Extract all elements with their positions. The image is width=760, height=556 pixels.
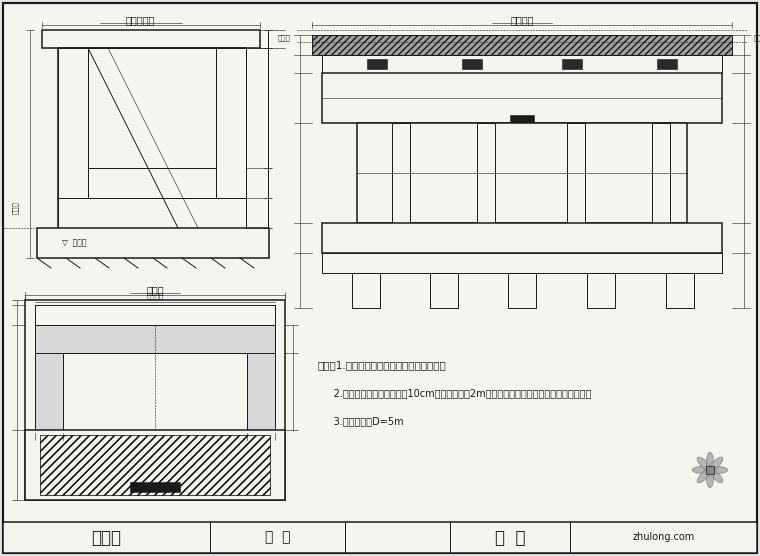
Bar (567, 123, 585, 223)
Ellipse shape (707, 468, 714, 488)
Bar (58, 198, 246, 228)
Text: 制  图: 制 图 (264, 530, 290, 544)
Ellipse shape (692, 466, 712, 474)
Bar (25, 300, 285, 500)
Bar (652, 123, 670, 223)
Bar (35, 305, 275, 325)
Text: 平面图: 平面图 (146, 285, 164, 295)
Bar (63, 353, 247, 430)
Bar (25, 430, 285, 500)
Bar (40, 435, 270, 495)
Ellipse shape (697, 468, 712, 483)
Bar (322, 73, 722, 123)
Bar (58, 48, 88, 228)
Bar (3, 522, 757, 553)
Ellipse shape (697, 457, 712, 472)
Bar (322, 55, 722, 73)
Bar (666, 273, 694, 308)
Bar (706, 466, 714, 474)
Ellipse shape (708, 468, 723, 483)
Ellipse shape (708, 457, 723, 472)
Bar (562, 59, 582, 69)
Text: 3.图中线间距D=5m: 3.图中线间距D=5m (318, 416, 404, 426)
Text: ▽  基础面: ▽ 基础面 (62, 239, 87, 247)
Text: 桥纵向: 桥纵向 (754, 34, 760, 41)
Text: 桥台图: 桥台图 (91, 529, 122, 547)
Text: 台顶宽度: 台顶宽度 (147, 292, 163, 299)
Text: zhulong.com: zhulong.com (632, 533, 695, 543)
Bar (657, 59, 677, 69)
Bar (247, 325, 275, 430)
Text: 2.台身两侧锥体以上设直径10cm通风孔，间距2m。孔口应设置钢筋网，以防止飞鸟误入。: 2.台身两侧锥体以上设直径10cm通风孔，间距2m。孔口应设置钢筋网，以防止飞鸟… (318, 388, 591, 398)
Bar (477, 123, 495, 223)
Bar (357, 123, 687, 223)
Bar (130, 482, 180, 492)
Bar (367, 59, 387, 69)
Bar (587, 273, 615, 308)
Bar (88, 48, 216, 168)
Bar (510, 115, 534, 123)
Text: 桥纵向: 桥纵向 (277, 34, 290, 41)
Bar (462, 59, 482, 69)
Text: 路面别: 路面别 (12, 202, 18, 215)
Text: 正立面图: 正立面图 (510, 15, 534, 25)
Bar (508, 273, 536, 308)
Bar (352, 273, 380, 308)
Bar (322, 223, 722, 253)
Bar (40, 435, 270, 495)
Bar (430, 273, 458, 308)
Bar (37, 228, 269, 258)
Text: 桥台正面图: 桥台正面图 (125, 15, 155, 25)
Ellipse shape (708, 466, 728, 474)
Text: 附注：1.本图尺寸除注明者外余均以厘米计。: 附注：1.本图尺寸除注明者外余均以厘米计。 (318, 360, 447, 370)
Bar (88, 168, 216, 198)
Bar (392, 123, 410, 223)
Bar (58, 48, 246, 228)
Bar (35, 325, 275, 353)
Bar (322, 253, 722, 273)
Bar (216, 48, 246, 228)
Bar (35, 325, 63, 430)
Text: 复  核: 复 核 (495, 529, 525, 547)
Bar (42, 30, 260, 48)
Ellipse shape (707, 452, 714, 472)
Bar (312, 35, 732, 55)
